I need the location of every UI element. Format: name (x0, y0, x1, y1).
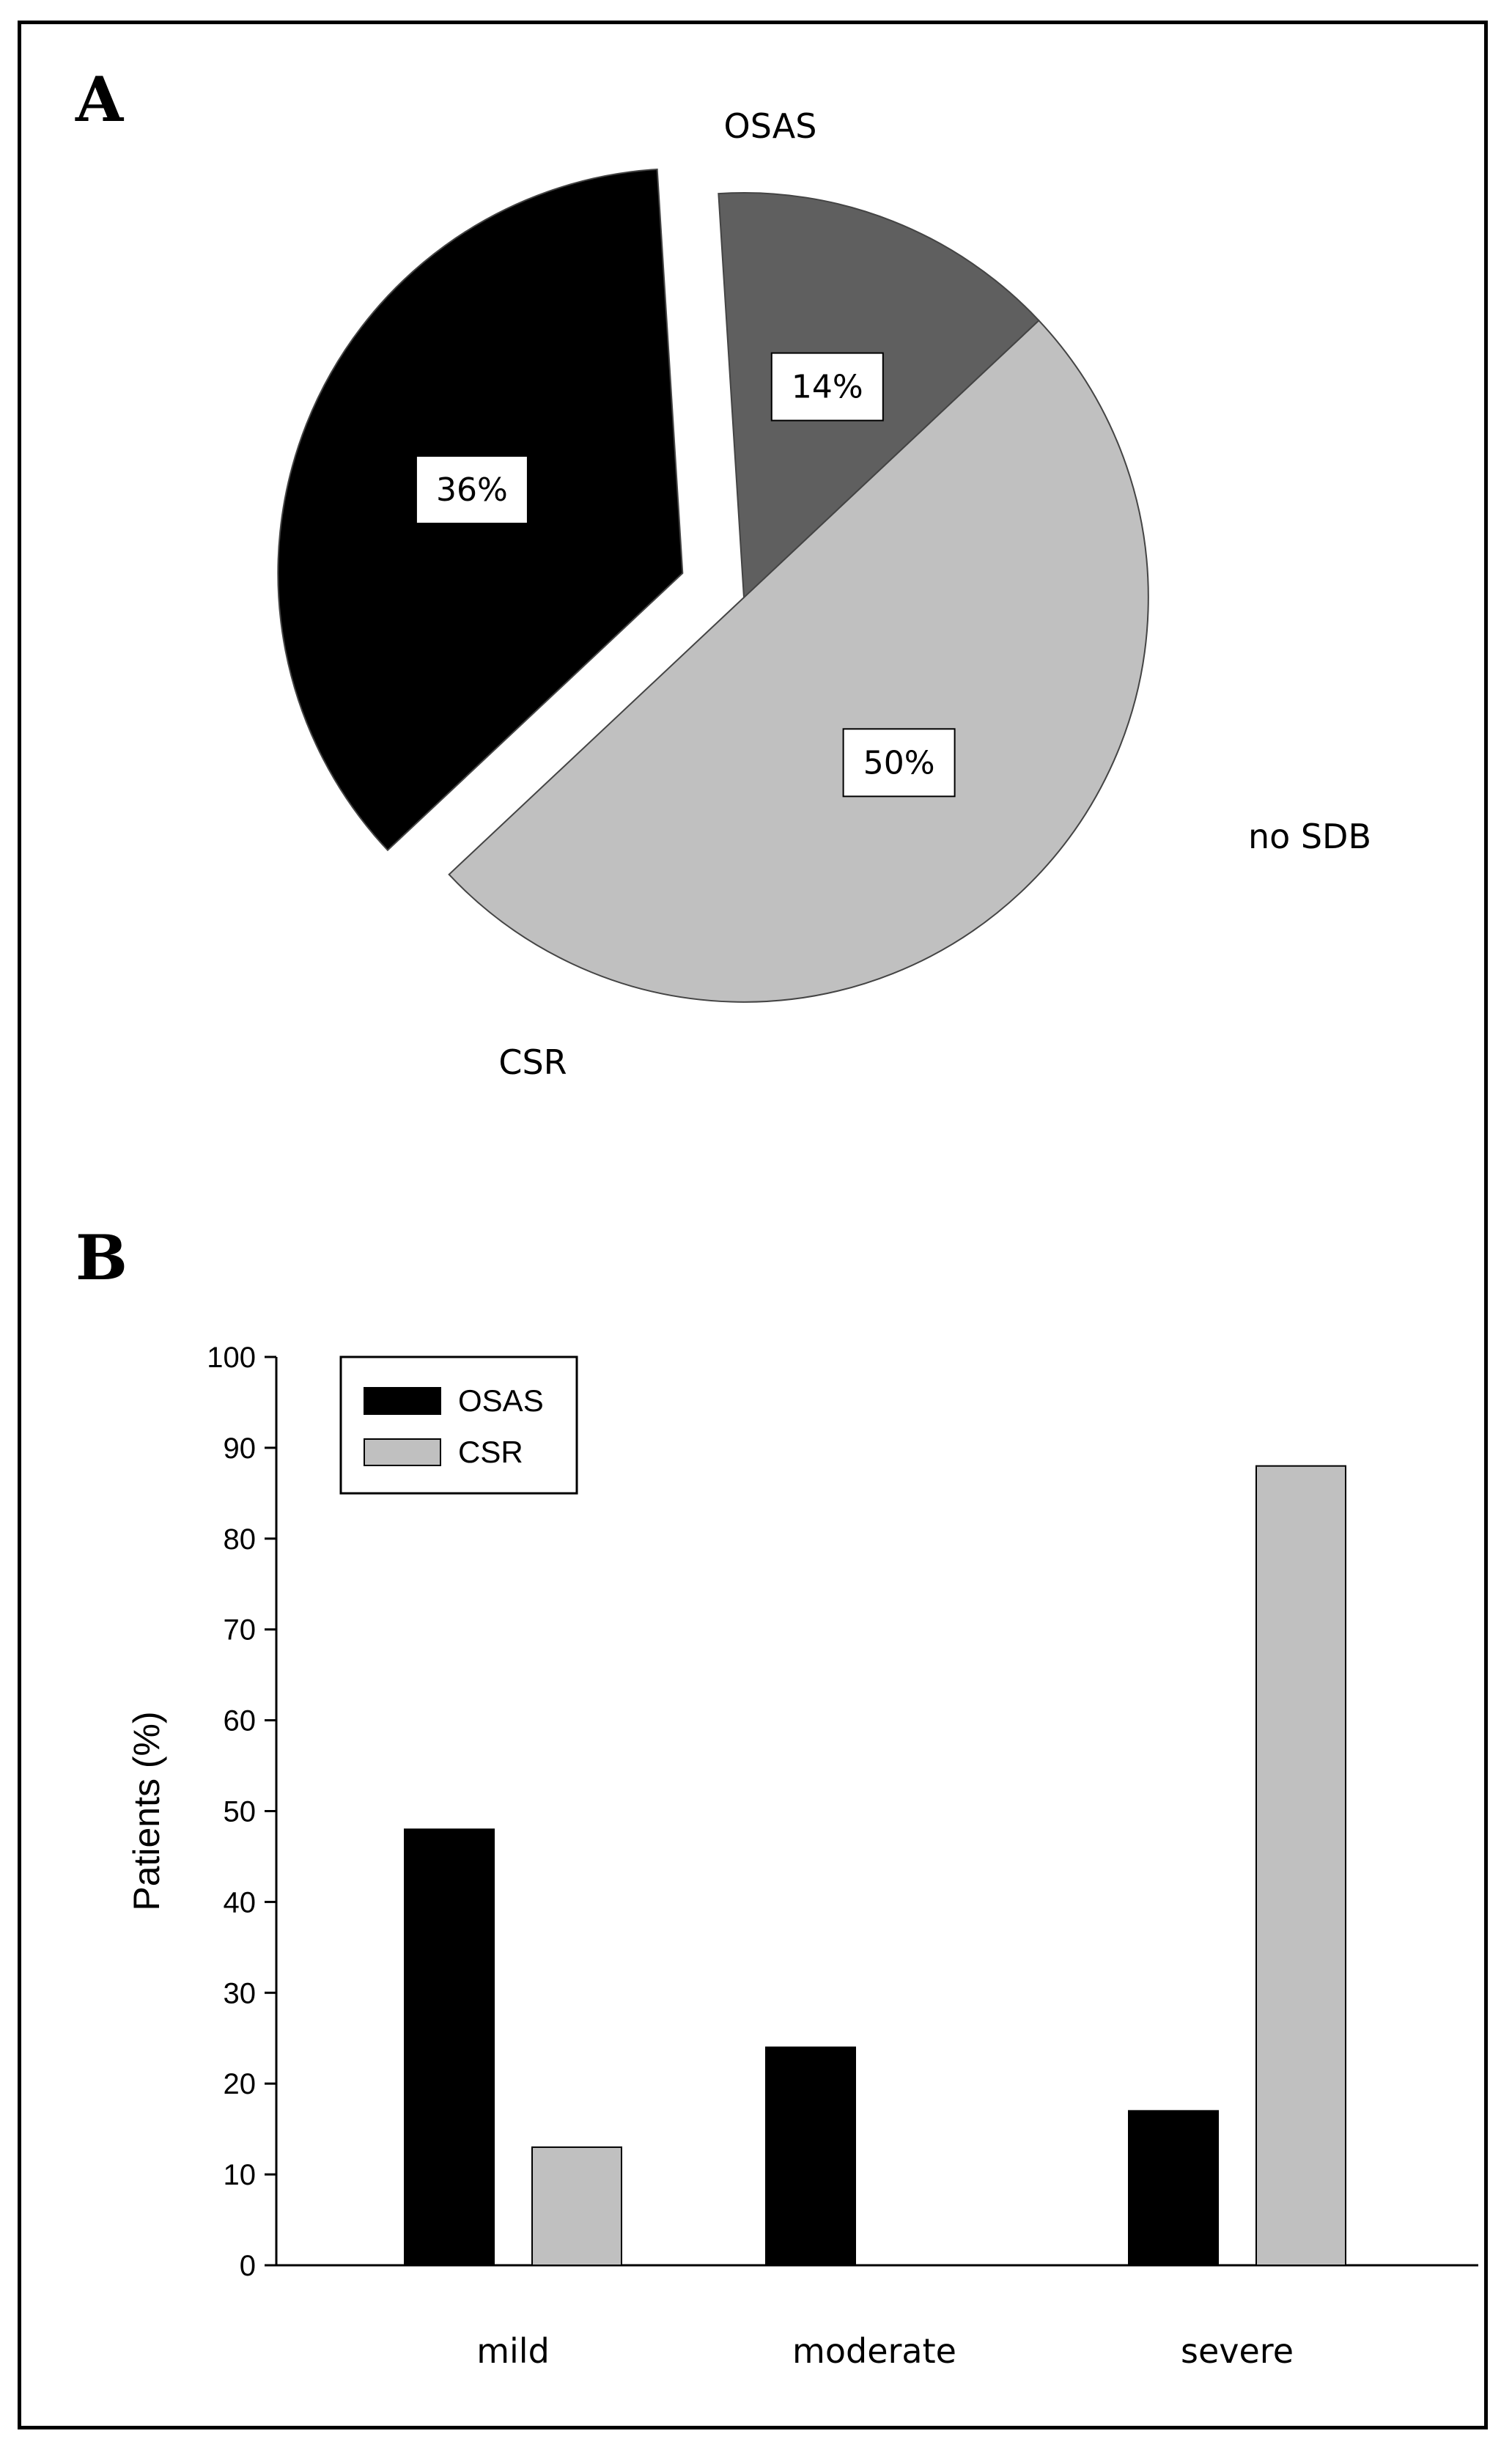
y-tick-label: 20 (224, 2068, 257, 2100)
bar-csr-severe (1255, 1465, 1346, 2266)
figure-canvas: A 50% OSAS 36% no SDB 14% CSR B 0 10 20 30 40 50 60… (75, 63, 1478, 2371)
bar-osas-severe (1128, 2110, 1219, 2267)
figure-frame: A 50% OSAS 36% no SDB 14% CSR B 0 10 20 30 40 50 60… (18, 21, 1488, 2429)
pie-slice-group-no-sdb: 36% no SDB (277, 168, 1371, 856)
legend-swatch-csr (364, 1438, 441, 1466)
pie-slice-group-osas: 50% OSAS (448, 106, 1149, 1003)
x-tick-label-severe: severe (1181, 2331, 1294, 2371)
bar-osas-mild (404, 1828, 495, 2266)
panel-a-letter: A (75, 63, 125, 136)
y-tick-label: 80 (224, 1523, 257, 1556)
x-tick-label-mild: mild (476, 2331, 550, 2371)
pie-category-label-osas: OSAS (724, 106, 817, 146)
y-tick-label: 30 (224, 1977, 257, 2009)
y-tick-label: 40 (224, 1886, 257, 1919)
y-tick-label: 0 (240, 2250, 256, 2282)
bar-chart: 0 10 20 30 40 50 60 70 80 90 100 Patients (%) mild mo… (126, 1342, 1478, 2371)
y-tick-label: 100 (207, 1342, 256, 1374)
pie-value-box-osas (842, 728, 956, 798)
pie-slice-osas (448, 319, 1149, 1003)
y-axis-label: Patients (%) (126, 1711, 167, 1910)
bar-csr-mild (531, 2146, 622, 2266)
y-tick-label: 50 (224, 1796, 257, 1828)
legend-box (339, 1355, 578, 1495)
panel-b-letter: B (75, 1221, 128, 1294)
pie-value-label-no-sdb: 36% (436, 471, 508, 509)
pie-value-box-no-sdb (415, 455, 528, 525)
y-tick-label: 70 (224, 1614, 257, 1647)
legend-swatch-osas (364, 1387, 441, 1415)
legend: OSAS CSR (339, 1355, 578, 1495)
y-tick-label: 60 (224, 1705, 257, 1737)
pie-value-box-csr (770, 352, 884, 422)
pie-value-label-csr: 14% (792, 369, 863, 406)
pie-value-label-osas: 50% (863, 744, 935, 781)
y-tick-label: 90 (224, 1432, 257, 1465)
pie-chart: 50% OSAS 36% no SDB 14% CSR (277, 106, 1371, 1082)
pie-slice-group-csr: 14% CSR (498, 192, 1040, 1082)
pie-category-label-no-sdb: no SDB (1248, 817, 1371, 856)
bar-osas-moderate (765, 2046, 856, 2266)
legend-label-osas: OSAS (458, 1383, 544, 1418)
pie-category-label-csr: CSR (498, 1042, 567, 1082)
x-tick-label-moderate: moderate (792, 2331, 956, 2371)
y-tick-label: 10 (224, 2159, 257, 2191)
legend-label-csr: CSR (458, 1435, 523, 1469)
